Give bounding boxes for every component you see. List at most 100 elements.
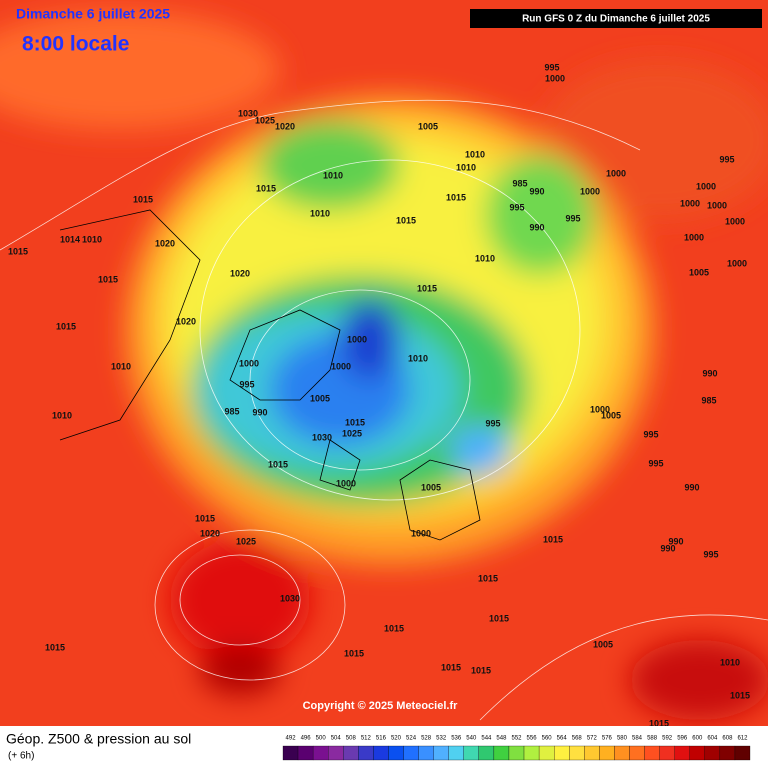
isobar-label: 1015 [256,183,276,193]
isobar-label: 995 [544,62,559,72]
isobar-label: 1000 [411,528,431,538]
scale-label: 568 [572,736,583,742]
legend-title: Géop. Z500 & pression au sol [6,731,191,747]
isobar-label: 1015 [446,192,466,202]
scale-label: 536 [451,736,462,742]
isobars [0,99,768,721]
scale-label: 580 [617,736,628,742]
isobar-label: 1000 [239,358,259,368]
isobar-label: 1020 [200,528,220,538]
isobar-label: 1030 [312,432,332,442]
isobar-label: 1015 [441,662,461,672]
scale-cell [433,745,449,761]
isobar-label: 1015 [489,613,509,623]
height-field [0,10,768,720]
scale-cell [538,745,555,761]
isobar-label: 990 [252,407,267,417]
scale-label: 612 [737,736,748,742]
isobar-label: 1014 [60,234,80,244]
isobar-label: 1015 [478,573,498,583]
scale-label: 604 [707,736,718,742]
isobar-label: 1005 [689,267,709,277]
scale-cell [629,745,645,761]
scale-cell [463,745,479,761]
isobar-label: 1000 [725,216,745,226]
isobar-label: 995 [509,202,524,212]
isobar-label: 1025 [255,115,275,125]
isobar-label: 1005 [418,121,438,131]
isobar-label: 995 [643,429,658,439]
isobar-label: 1010 [52,410,72,420]
isobar-label: 1015 [649,718,669,728]
scale-label: 584 [632,736,643,742]
isobar-label: 1000 [545,73,565,83]
scale-cell [358,745,374,761]
isobar-label: 995 [485,418,500,428]
scale-label: 552 [511,736,522,742]
isobar-label: 1030 [238,108,258,118]
scale-label: 572 [587,736,598,742]
copyright: Copyright © 2025 Meteociel.fr [303,700,459,712]
coastlines [59,209,481,541]
scale-label: 524 [406,736,417,742]
scale-cell [312,745,329,761]
scale-cell [599,745,615,761]
scale-cell [418,745,434,761]
isobar-label: 1015 [8,246,28,256]
isobar-label: 1015 [195,513,215,523]
isobar-label: 1010 [456,162,476,172]
isobar-label: 1000 [347,334,367,344]
isobar-label: 1010 [475,253,495,263]
scale-cell [569,745,585,761]
isobar-label: 1020 [230,268,250,278]
isobar-label: 990 [529,222,544,232]
isobar-label: 1015 [543,534,563,544]
scale-label: 508 [346,736,357,742]
scale-label: 608 [722,736,733,742]
isobar-label: 990 [668,536,683,546]
isobar-label: 1000 [707,200,727,210]
isobar-label: 1020 [275,121,295,131]
isobar-label: 1020 [176,316,196,326]
scale-cell [403,745,419,761]
isobar-label: 1015 [396,215,416,225]
scale-cell [523,745,540,761]
isobar-label: 1000 [606,168,626,178]
color-scale: 492 496 500 504 508 512 516 520 524 528 532 536 540 5… [282,736,751,761]
isobar-label: 1015 [730,690,750,700]
scale-label: 500 [316,736,327,742]
isobar-label: 1000 [696,181,716,191]
scale-label: 576 [602,736,613,742]
scale-cell [719,745,736,761]
isobar-label: 1015 [417,283,437,293]
isobar-label: 1010 [111,361,131,371]
scale-cell [388,745,404,761]
isobar-label: 1005 [310,393,330,403]
isobar-label: 1000 [580,186,600,196]
isobar-label: 1015 [471,665,491,675]
scale-label: 528 [421,736,432,742]
scale-label: 496 [301,736,312,742]
scale-cell [659,745,675,761]
isobar-label: 1005 [421,482,441,492]
isobar-label: 985 [512,178,527,188]
scale-label: 540 [466,736,477,742]
isobar-label: 1015 [345,417,365,427]
isobar-label: 1010 [720,657,740,667]
scale-cell [734,745,751,761]
scale-cell [328,745,344,761]
scale-label: 492 [286,736,297,742]
scale-label: 544 [481,736,492,742]
scale-label: 592 [662,736,673,742]
isobar-label: 1010 [408,353,428,363]
scale-label: 532 [436,736,447,742]
scale-cell [373,745,389,761]
isobar-labels: 1015 1014 1010 1015 1020 1015 1015 1010 1010 1030… [8,62,750,728]
isobar-label: 1010 [465,149,485,159]
scale-label: 596 [677,736,688,742]
scale-label: 516 [376,736,387,742]
isobar-label: 1000 [590,404,610,414]
isobar-label: 1025 [342,428,362,438]
isobar-label: 1015 [98,274,118,284]
